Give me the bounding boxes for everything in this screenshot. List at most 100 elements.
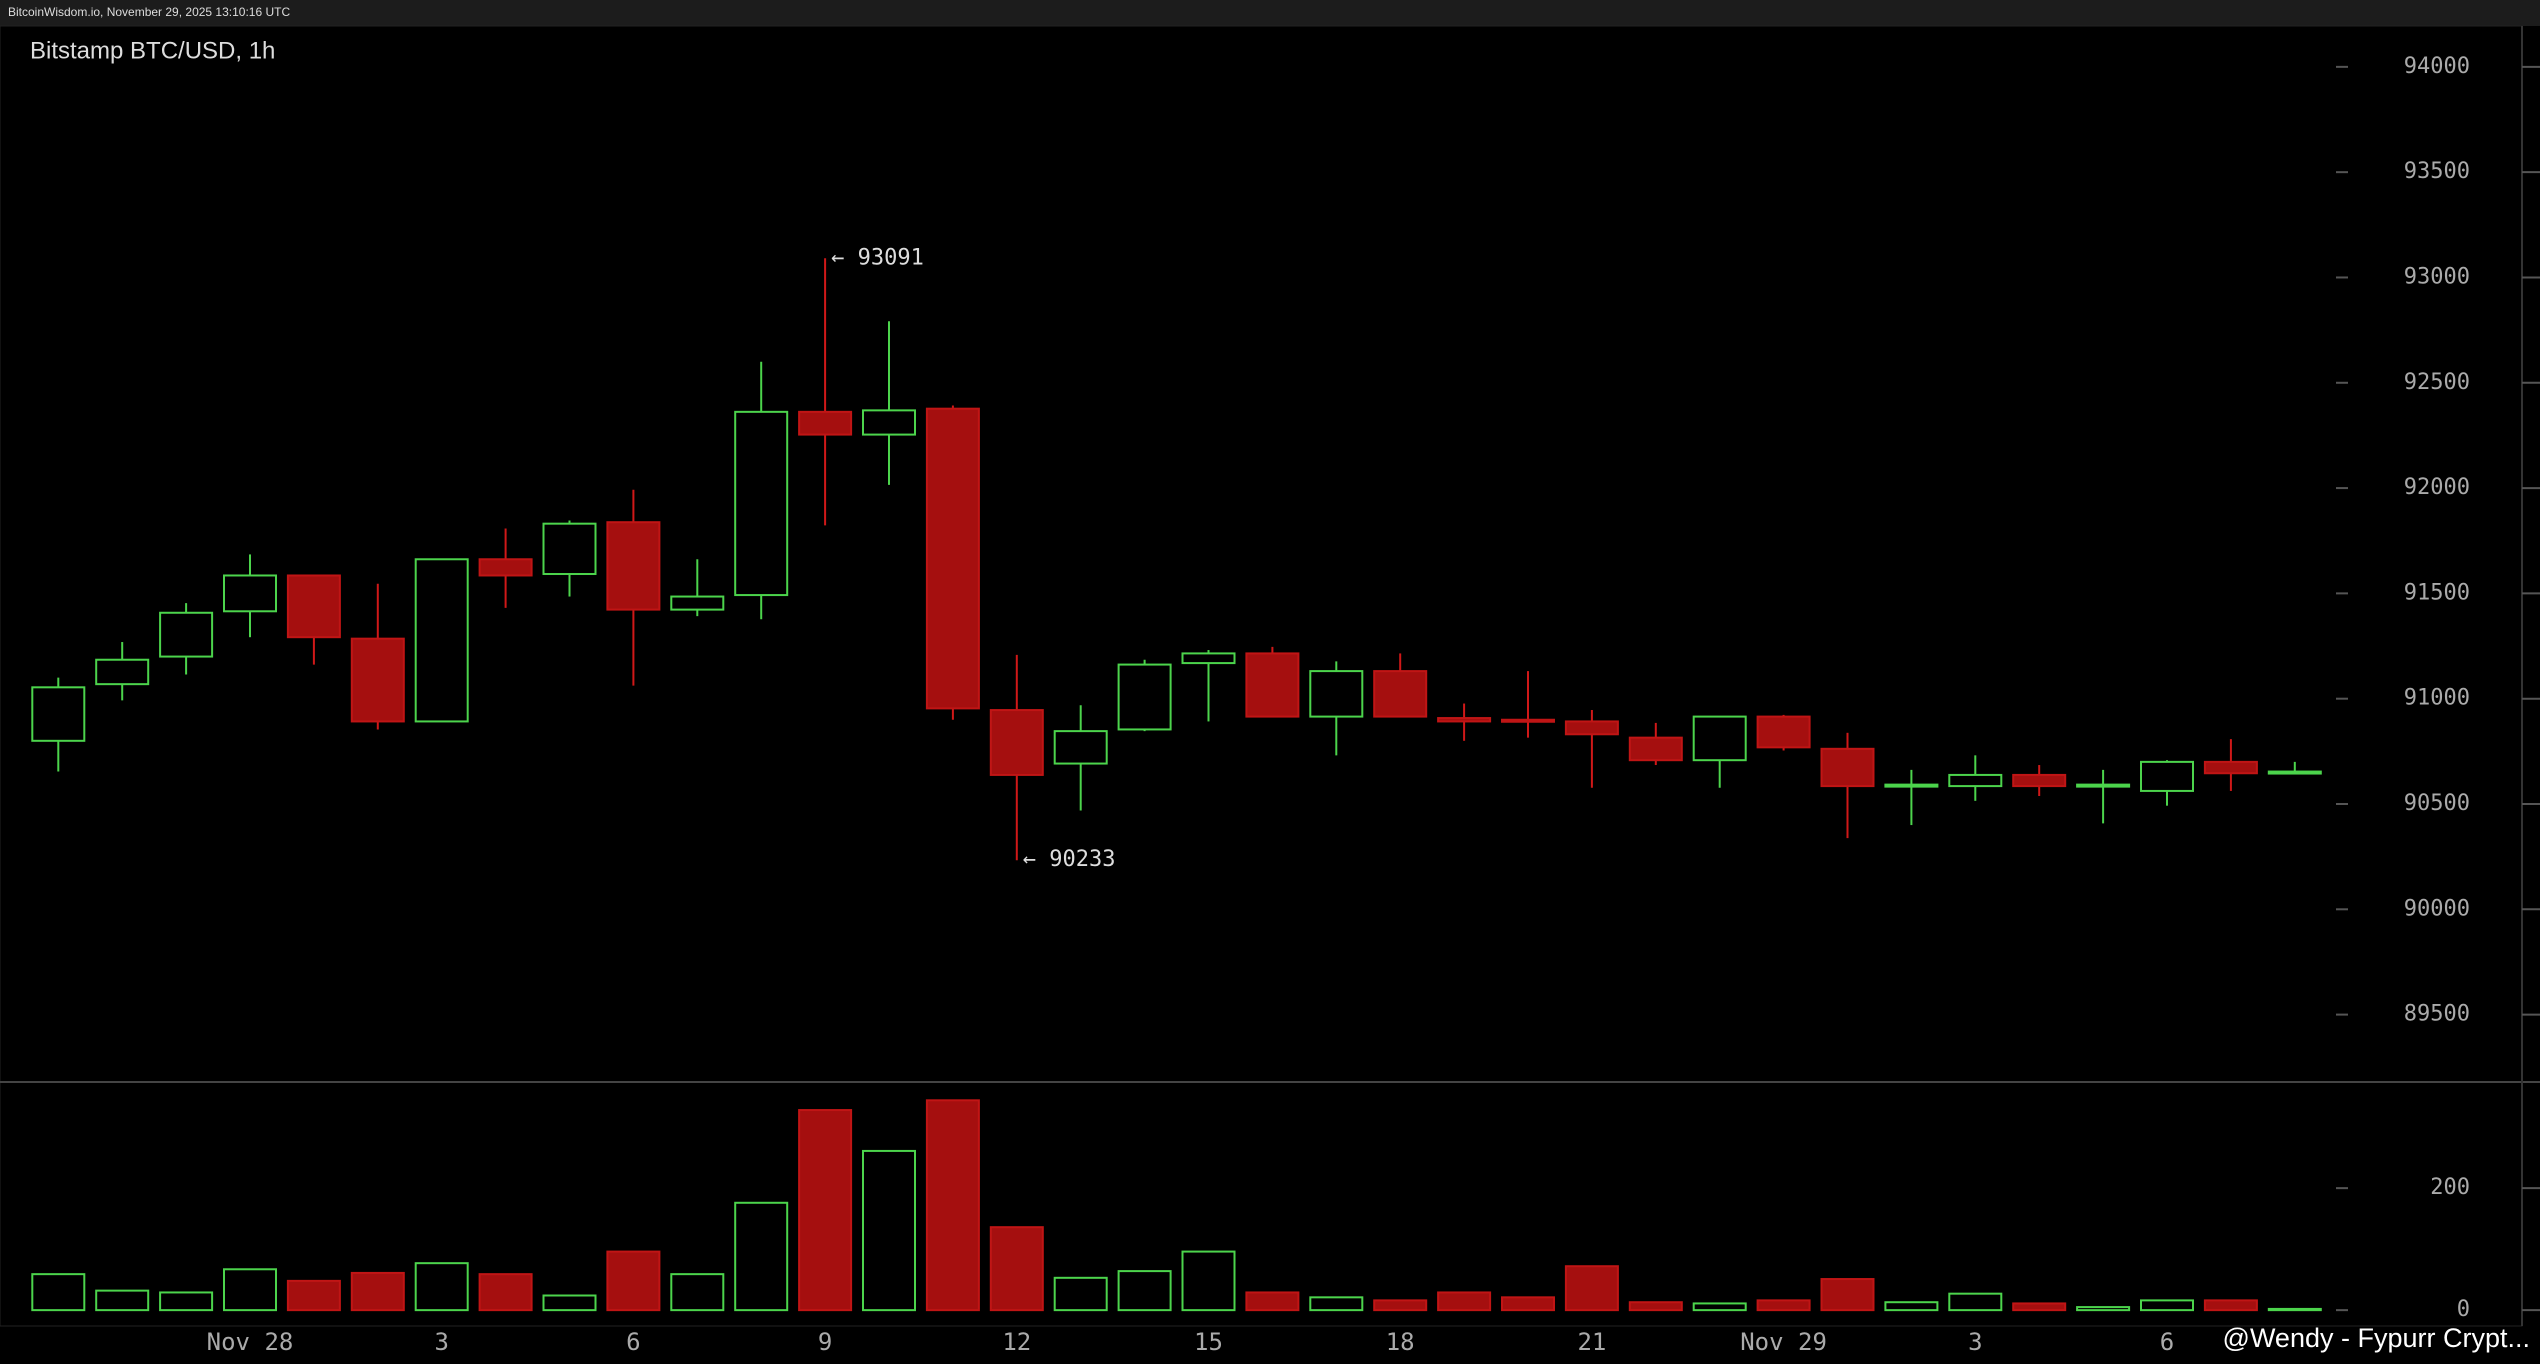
volume-bar — [1245, 1291, 1300, 1312]
volume-bar — [2140, 1299, 2194, 1312]
y-tick-label: 92500 — [2404, 370, 2470, 395]
candle-body — [286, 574, 341, 639]
volume-bar — [2012, 1302, 2067, 1312]
volume-bar — [862, 1149, 916, 1312]
x-tick-label: 6 — [626, 1328, 640, 1356]
x-tick-label: 9 — [818, 1328, 832, 1356]
candle-body — [2203, 760, 2258, 775]
candle-body — [542, 522, 597, 576]
volume-bar — [414, 1262, 469, 1312]
volume-bar — [1309, 1296, 1364, 1312]
candle-body — [925, 407, 980, 710]
volume-bar — [350, 1271, 405, 1312]
candle-body — [1501, 718, 1555, 723]
x-tick-label: Nov 29 — [1740, 1328, 1827, 1356]
watermark: @Wendy - Fypurr Crypt... — [2223, 1323, 2530, 1353]
volume-bar — [2203, 1299, 2258, 1312]
candle-body — [2076, 783, 2131, 788]
volume-bar — [1692, 1302, 1747, 1312]
volume-bar — [925, 1099, 980, 1312]
candle-body — [1756, 715, 1811, 749]
candle-body — [1564, 720, 1619, 736]
candle-body — [1373, 670, 1428, 718]
header: BitcoinWisdom.io, November 29, 2025 13:1… — [8, 5, 290, 19]
y-tick-label: 90000 — [2404, 896, 2470, 921]
volume-bar — [31, 1273, 86, 1312]
low-annotation: ← 90233 — [1023, 847, 1116, 872]
candle-body — [159, 611, 214, 658]
volume-bar — [542, 1294, 597, 1312]
candle-body — [2267, 770, 2322, 775]
candle-body — [223, 574, 277, 613]
candle-body — [2012, 773, 2067, 788]
volume-bar — [1373, 1299, 1428, 1312]
y-tick-label: 90500 — [2404, 791, 2470, 816]
volume-bar — [606, 1250, 661, 1312]
volume-bar — [1117, 1270, 1172, 1312]
candle-body — [734, 410, 789, 597]
candle-body — [1053, 730, 1108, 765]
candle-body — [1437, 717, 1492, 723]
candle-body — [1245, 652, 1300, 718]
high-annotation: ← 93091 — [831, 245, 924, 270]
candle-body — [606, 521, 661, 611]
volume-bar — [159, 1291, 214, 1312]
x-tick-label: 15 — [1194, 1328, 1223, 1356]
volume-bar — [478, 1273, 533, 1312]
candle-body — [670, 595, 725, 611]
y-tick-label: 92000 — [2404, 475, 2470, 500]
candle-body — [1820, 747, 1875, 788]
volume-bar — [2267, 1307, 2322, 1312]
volume-tick-label: 200 — [2430, 1175, 2470, 1200]
volume-bar — [223, 1268, 277, 1312]
x-tick-label: Nov 28 — [207, 1328, 294, 1356]
volume-bar — [1181, 1250, 1236, 1312]
volume-bar — [1437, 1291, 1492, 1312]
candle-body — [1948, 773, 2003, 788]
volume-bar — [1948, 1292, 2003, 1312]
volume-bar — [286, 1279, 341, 1312]
candle-body — [1117, 663, 1172, 731]
volume-bar — [1501, 1296, 1555, 1312]
candle-body — [1628, 736, 1683, 762]
candle-body — [1692, 715, 1747, 762]
volume-bar — [1884, 1301, 1939, 1312]
candle-body — [862, 409, 916, 436]
volume-bar — [1756, 1299, 1811, 1312]
y-tick-label: 89500 — [2404, 1002, 2470, 1027]
candle-body — [95, 658, 150, 686]
candle-body — [989, 709, 1044, 776]
volume-bar — [1564, 1265, 1619, 1312]
candle-body — [798, 410, 853, 436]
volume-tick-label: 0 — [2457, 1297, 2470, 1322]
volume-bar — [798, 1109, 853, 1312]
candle-body — [478, 558, 533, 577]
y-tick-label: 91000 — [2404, 686, 2470, 711]
candle-body — [350, 637, 405, 723]
candle-body — [2140, 760, 2194, 792]
x-tick-label: 3 — [434, 1328, 448, 1356]
x-tick-label: 18 — [1386, 1328, 1415, 1356]
volume-bar — [1628, 1301, 1683, 1312]
x-tick-label: 3 — [1968, 1328, 1982, 1356]
volume-bar — [734, 1201, 789, 1312]
volume-bar — [2076, 1306, 2131, 1312]
candle-body — [414, 558, 469, 723]
chart-title: Bitstamp BTC/USD, 1h — [30, 37, 275, 64]
volume-bar — [95, 1289, 150, 1312]
x-tick-label: 12 — [1002, 1328, 1031, 1356]
volume-bar — [670, 1273, 725, 1312]
x-tick-label: 21 — [1577, 1328, 1606, 1356]
candle-body — [1884, 783, 1939, 788]
y-tick-label: 91500 — [2404, 580, 2470, 605]
candle-body — [1181, 652, 1236, 665]
y-tick-label: 93000 — [2404, 264, 2470, 289]
volume-bar — [989, 1226, 1044, 1312]
y-tick-label: 93500 — [2404, 159, 2470, 184]
x-tick-label: 6 — [2160, 1328, 2174, 1356]
candle-body — [1309, 670, 1364, 718]
volume-bar — [1053, 1276, 1108, 1312]
candle-body — [31, 686, 86, 742]
